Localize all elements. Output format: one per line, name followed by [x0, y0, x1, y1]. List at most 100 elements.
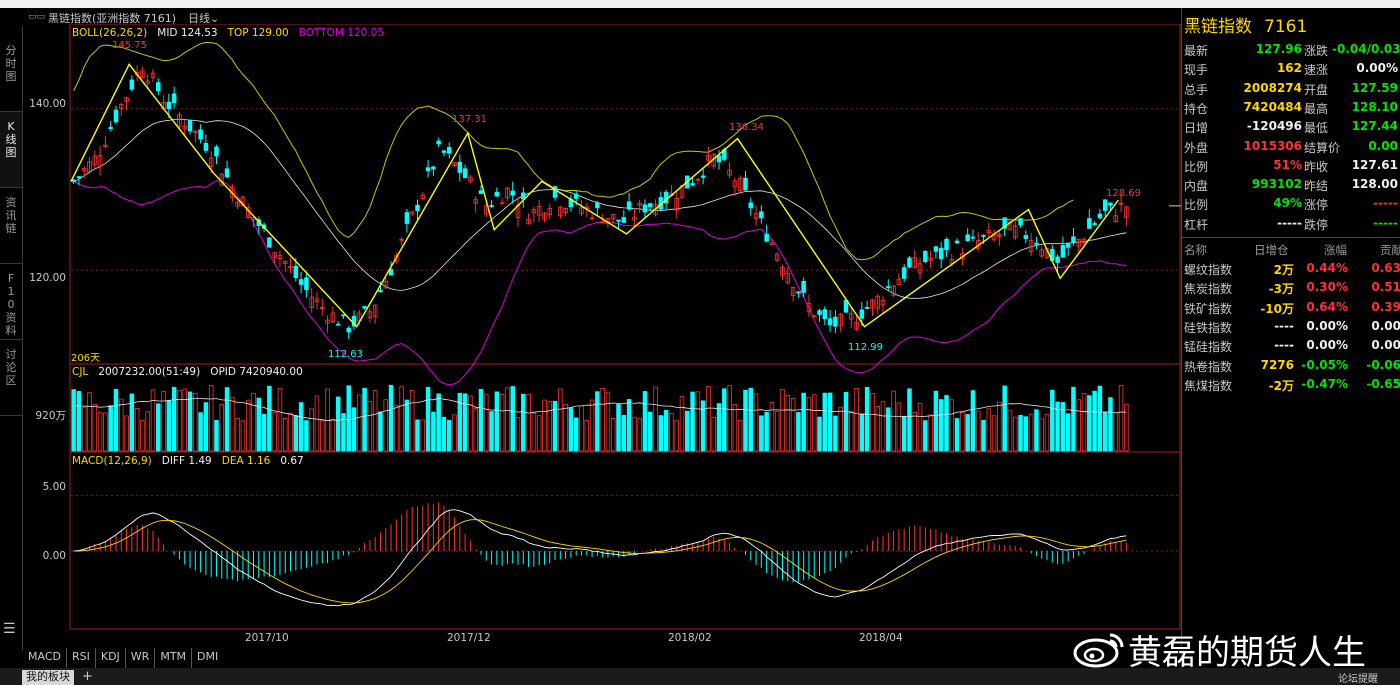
column-header[interactable]: 涨幅 — [1324, 243, 1347, 257]
nav-tab-timeshare[interactable]: 分时图 — [0, 36, 22, 112]
candle-body — [833, 316, 838, 327]
sector-row[interactable]: 焦煤指数 -2万 -0.47% -0.65 — [1182, 375, 1400, 394]
sector-row[interactable]: 热卷指数 7276 -0.05% -0.06 — [1182, 356, 1400, 375]
boll-top-line — [73, 41, 1074, 261]
volume-bar — [896, 402, 902, 452]
volume-bar — [330, 418, 336, 452]
macd-diff-line — [73, 509, 1127, 607]
boll-bottom: BOTTOM 120.05 — [298, 27, 385, 39]
sector-row[interactable]: 铁矿指数 -10万 0.64% 0.39 — [1182, 298, 1400, 317]
indicator-tab-dmi[interactable]: DMI — [197, 650, 219, 663]
period-selector[interactable]: 日线⌄ — [188, 10, 219, 26]
boll-name[interactable]: BOLL(26,26,2) — [72, 27, 148, 39]
volume-bar — [796, 412, 801, 452]
nav-tab-char: 讯 — [5, 209, 17, 222]
volume-bar — [251, 392, 256, 452]
candle-body — [981, 234, 986, 237]
cjl-name[interactable]: CJL — [72, 366, 89, 378]
date-label: 2018/04 — [859, 632, 903, 644]
volume-bar — [1092, 390, 1097, 452]
volume-bar — [1102, 411, 1108, 452]
candle-body — [700, 175, 706, 178]
candle-body — [182, 126, 187, 130]
title-bar: ▭▭ 黑链指数(亚洲指数 7161) 日线⌄ — [24, 8, 1180, 26]
volume-bar — [521, 393, 526, 452]
quote-label: 速涨 — [1304, 63, 1329, 78]
instrument-title[interactable]: 黑链指数(亚洲指数 7161) — [48, 12, 177, 25]
candle-body — [108, 127, 113, 130]
nav-tab-news[interactable]: 资讯链 — [0, 188, 22, 264]
volume-bar — [558, 388, 563, 452]
nav-tab-char: 资 — [5, 311, 17, 324]
window-grid-icon[interactable]: ▭▭ — [28, 12, 46, 22]
volume-bar — [965, 414, 970, 452]
volume-bar — [108, 405, 113, 452]
candle-body — [415, 204, 420, 212]
candle-body — [87, 161, 92, 173]
indicator-tab-kdj[interactable]: KDJ — [96, 648, 126, 668]
nav-tab-discussion[interactable]: 讨论区 — [0, 340, 22, 416]
volume-bar — [621, 415, 627, 452]
volume-bar — [267, 385, 272, 452]
volume-bar — [145, 411, 150, 452]
volume-bar — [1071, 386, 1076, 452]
macd-name[interactable]: MACD(12,26,9) — [72, 455, 152, 467]
volume-bar — [928, 414, 933, 452]
sector-contribution: -0.06 — [1366, 357, 1400, 372]
my-sector-tab[interactable]: 我的板块 — [22, 670, 74, 685]
candle-body — [870, 299, 875, 309]
indicator-tab-wr[interactable]: WR — [126, 648, 156, 668]
volume-bar — [71, 389, 76, 452]
column-header[interactable]: 贡献度 — [1380, 243, 1400, 257]
sector-row[interactable]: 焦炭指数 -3万 0.30% 0.51 — [1182, 278, 1400, 297]
volume-bar — [420, 419, 426, 452]
forum-reminder-link[interactable]: 论坛提醒 — [1338, 674, 1378, 685]
column-header[interactable]: 名称 — [1184, 243, 1207, 257]
candle-body — [690, 183, 695, 186]
sector-row[interactable]: 锰硅指数 ---- 0.00% 0.00 — [1182, 336, 1400, 355]
kline-chart[interactable] — [23, 24, 1181, 632]
volume-bar — [394, 405, 399, 452]
volume-bar — [177, 389, 182, 452]
sector-change: -0.05% — [1301, 357, 1348, 372]
quote-value: 7420484 — [1243, 99, 1302, 114]
column-header[interactable]: 日增仓 — [1254, 243, 1289, 257]
nav-tab-char: 链 — [5, 222, 17, 235]
indicator-tab-rsi[interactable]: RSI — [67, 648, 96, 668]
menu-icon[interactable]: ☰ — [3, 621, 16, 637]
volume-bar — [161, 391, 166, 452]
sector-row[interactable]: 螺纹指数 2万 0.44% 0.63 — [1182, 259, 1400, 278]
volume-bar — [658, 415, 664, 452]
candle-body — [547, 208, 552, 215]
macd-diff: DIFF 1.49 — [161, 455, 212, 467]
quote-label: 内盘 — [1184, 179, 1209, 194]
add-tab-button[interactable]: + — [82, 669, 93, 684]
macd-legend: MACD(12,26,9) DIFF 1.49 DEA 1.16 0.67 — [72, 455, 314, 467]
quote-value: 128.10 — [1351, 99, 1398, 114]
volume-bar — [753, 393, 759, 452]
volume-bar — [912, 412, 918, 452]
volume-bar — [1018, 414, 1023, 452]
candle-body — [124, 97, 129, 102]
volume-bar — [901, 415, 907, 452]
quote-label: 涨停 — [1304, 198, 1329, 213]
volume-bar — [690, 391, 695, 452]
quote-label: 比例 — [1184, 198, 1209, 213]
volume-bar — [245, 399, 251, 452]
quote-row: 比例 49% 涨停 ----- — [1182, 194, 1400, 213]
candle-body — [716, 155, 722, 163]
candle-body — [304, 277, 309, 291]
indicator-tab-macd[interactable]: MACD — [23, 648, 67, 668]
indicator-tab-mtm[interactable]: MTM — [155, 648, 193, 668]
macd-value: 0.67 — [280, 455, 304, 467]
sector-daily-increase: 7276 — [1260, 357, 1294, 372]
sector-row[interactable]: 硅铁指数 ---- 0.00% 0.00 — [1182, 317, 1400, 336]
nav-tab-char: 图 — [5, 146, 17, 159]
volume-bar — [1055, 401, 1060, 452]
candle-body — [1097, 213, 1103, 219]
volume-bar — [954, 418, 960, 452]
sector-name: 螺纹指数 — [1184, 263, 1233, 277]
